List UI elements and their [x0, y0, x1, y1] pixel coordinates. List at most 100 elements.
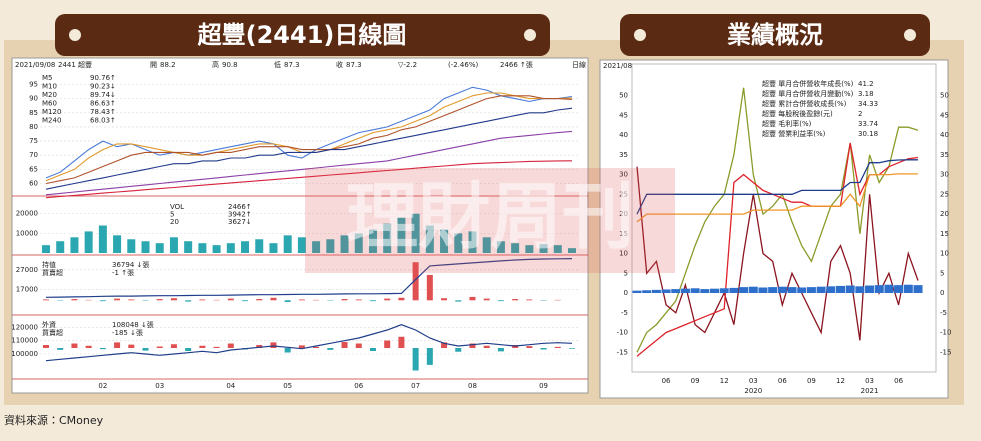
volume-bar	[553, 245, 562, 253]
volume-bar	[198, 243, 207, 253]
net-bar	[412, 262, 419, 301]
legend-value: 90.76↑	[90, 74, 116, 82]
y-tick-label: 17000	[16, 285, 38, 293]
legend-value: 86.63↑	[90, 100, 116, 108]
legend-name: 持值	[42, 260, 56, 269]
eps-bar	[671, 289, 681, 294]
net-bar	[398, 297, 405, 301]
x-tick-label: 05	[283, 382, 292, 390]
volume-bar	[383, 223, 392, 253]
eps-bar	[739, 287, 749, 294]
net-bar	[270, 342, 277, 348]
source: 資料來源：CMoney	[4, 413, 104, 427]
legend-name: 超豐 單月合併營收年成長(%)	[762, 79, 854, 88]
volume-bar	[440, 229, 449, 253]
volume-bar	[511, 243, 520, 253]
ma-line	[45, 95, 573, 185]
x-tick-label: 03	[865, 377, 874, 385]
net-bar	[497, 300, 504, 302]
y-tick-label: 35	[940, 151, 949, 159]
eps-bar	[913, 285, 923, 294]
net-bar	[142, 348, 149, 351]
y-tick-label: 95	[29, 80, 38, 88]
legend-name: 超豐 每股稅後盈餘(元)	[762, 109, 833, 118]
x-tick-label: 09	[539, 382, 548, 390]
legend-value: 36794 ↓張	[112, 261, 149, 269]
y-tick-label: 80	[29, 123, 38, 131]
net-bar	[242, 300, 249, 302]
net-bar	[554, 346, 561, 348]
x-tick-label: 03	[749, 377, 758, 385]
eps-bar	[874, 285, 884, 294]
quote-value: 87.3	[346, 61, 362, 69]
net-bar	[355, 343, 362, 348]
eps-bar	[651, 289, 661, 294]
eps-bar	[865, 285, 875, 294]
y-tick-label: 10000	[16, 229, 38, 237]
y-tick-label: 45	[619, 111, 628, 119]
volume-bar	[113, 235, 122, 253]
volume-bar	[312, 241, 321, 253]
y-tick-label: 45	[940, 111, 949, 119]
net-bar	[170, 344, 177, 348]
net-bar	[384, 340, 391, 348]
net-bar	[540, 348, 547, 350]
banner-dot	[634, 29, 646, 41]
quote-value: 88.2	[160, 61, 176, 69]
quote-name: 開	[150, 61, 157, 69]
net-bar	[128, 299, 135, 301]
net-bar	[99, 300, 106, 302]
eps-bar	[729, 287, 739, 294]
series-line	[636, 159, 918, 215]
net-bar	[43, 299, 49, 301]
y-tick-label: -10	[940, 329, 951, 337]
volume-bar	[98, 225, 107, 253]
ma-line	[45, 160, 573, 199]
legend-name: 超豐 毛利率(%)	[762, 119, 812, 128]
banner-right	[620, 14, 930, 56]
eps-bar	[632, 290, 642, 294]
watermark-box	[305, 168, 675, 273]
eps-bar	[816, 286, 826, 294]
net-bar	[455, 348, 462, 352]
net-bar	[99, 348, 106, 350]
legend-name: M120	[42, 108, 61, 116]
net-bar	[213, 346, 220, 348]
eps-bar	[855, 286, 865, 294]
net-bar	[298, 345, 305, 348]
x-tick-label: 02	[98, 382, 107, 390]
y-tick-label: -15	[940, 348, 951, 356]
y-tick-label: 0	[940, 289, 944, 297]
eps-bar	[748, 286, 758, 294]
y-tick-label: 50	[619, 92, 628, 100]
legend-value: 78.43↑	[90, 108, 116, 116]
volume-bar	[184, 241, 193, 253]
right-plot-frame	[631, 63, 937, 373]
eps-bar	[700, 289, 710, 294]
eps-bar	[787, 287, 797, 294]
net-bar	[57, 348, 64, 350]
y-tick-label: 5	[940, 269, 944, 277]
net-bar	[185, 300, 192, 302]
volume-bar	[155, 243, 164, 253]
legend-value: 2466↑	[228, 203, 252, 211]
x-tick-label: 07	[411, 382, 420, 390]
legend-name: 超豐 單月合併營收月變動(%)	[762, 89, 854, 98]
y-tick-label: 30	[619, 171, 628, 179]
volume-bar	[56, 241, 65, 253]
net-bar	[298, 299, 305, 301]
x-tick-label: 09	[691, 377, 700, 385]
net-bar	[170, 298, 177, 301]
y-tick-label: 90	[29, 95, 38, 103]
y-tick-label: 20	[619, 210, 628, 218]
holding-line	[45, 258, 573, 298]
legend-name: 超豐 累計合併營收成長(%)	[762, 99, 847, 108]
y-tick-label: 10	[619, 250, 628, 258]
quote-value: 87.3	[284, 61, 300, 69]
x-tick-label: 12	[720, 377, 729, 385]
year-label: 2021	[861, 387, 879, 395]
y-tick-label: 85	[29, 109, 38, 117]
legend-value: 30.18	[858, 130, 878, 138]
